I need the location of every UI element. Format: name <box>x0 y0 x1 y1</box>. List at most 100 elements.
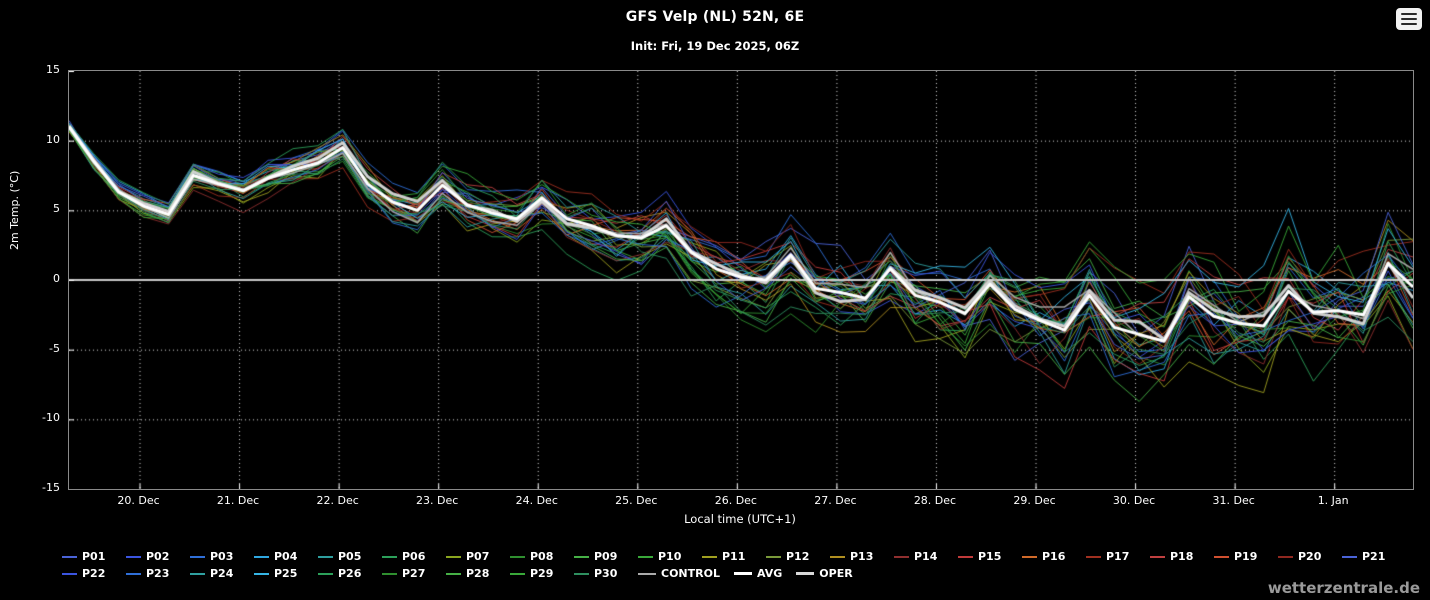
legend-label: P17 <box>1106 550 1130 563</box>
legend-label: P03 <box>210 550 234 563</box>
legend-swatch <box>1342 555 1357 558</box>
legend-swatch <box>318 555 333 558</box>
legend-swatch <box>1214 555 1229 558</box>
x-tick-label: 30. Dec <box>1112 494 1156 507</box>
legend-label: P30 <box>594 567 618 580</box>
menu-bar <box>1401 18 1417 20</box>
x-tick-label: 20. Dec <box>117 494 160 507</box>
legend-swatch <box>446 555 461 558</box>
legend-label: P02 <box>146 550 170 563</box>
legend-label: OPER <box>819 567 853 580</box>
x-tick-label: 25. Dec <box>615 494 658 507</box>
watermark: wetterzentrale.de <box>1267 579 1420 597</box>
legend-item-p25: P25 <box>254 567 318 580</box>
legend-swatch <box>574 572 589 575</box>
legend-item-p23: P23 <box>126 567 190 580</box>
legend-item-p13: P13 <box>830 550 894 563</box>
legend-label: P24 <box>210 567 234 580</box>
ensemble-chart-canvas <box>69 71 1413 489</box>
legend-item-p19: P19 <box>1214 550 1278 563</box>
hamburger-menu-icon[interactable] <box>1396 8 1422 30</box>
y-tick-label: 10 <box>46 132 60 146</box>
legend-item-p17: P17 <box>1086 550 1150 563</box>
legend-item-p06: P06 <box>382 550 446 563</box>
y-tick-label: 5 <box>53 202 60 216</box>
y-tick-label: -10 <box>42 411 60 425</box>
legend-swatch <box>702 555 717 558</box>
legend-label: P28 <box>466 567 490 580</box>
legend-label: AVG <box>756 567 783 580</box>
legend-label: P25 <box>274 567 298 580</box>
legend-label: P10 <box>658 550 682 563</box>
legend-label: P01 <box>82 550 106 563</box>
legend-item-oper: OPER <box>796 567 866 580</box>
legend-label: P18 <box>1170 550 1194 563</box>
legend-item-avg: AVG <box>733 567 796 580</box>
x-tick-label: 28. Dec <box>913 494 957 507</box>
x-tick-label: 1. Jan <box>1317 494 1349 507</box>
legend-item-control: CONTROL <box>638 567 734 580</box>
legend-label: P19 <box>1234 550 1258 563</box>
legend-label: P20 <box>1298 550 1322 563</box>
legend-swatch <box>318 572 333 575</box>
legend-swatch <box>254 555 269 558</box>
legend-item-p03: P03 <box>190 550 254 563</box>
init-timestamp: Init: Fri, 19 Dec 2025, 06Z <box>630 39 800 53</box>
legend-label: P14 <box>914 550 938 563</box>
legend-swatch <box>190 572 205 575</box>
ensemble-plot-area <box>68 70 1414 490</box>
legend-item-p26: P26 <box>318 567 382 580</box>
legend-label: P16 <box>1042 550 1066 563</box>
legend-swatch <box>126 555 141 558</box>
legend-swatch <box>190 555 205 558</box>
legend-swatch <box>510 572 525 575</box>
x-tick-label: 22. Dec <box>316 494 359 507</box>
legend-item-p16: P16 <box>1022 550 1086 563</box>
legend-swatch <box>1022 555 1037 558</box>
legend-swatch <box>638 572 656 575</box>
x-tick-label: 29. Dec <box>1013 494 1056 507</box>
legend-swatch <box>830 555 845 558</box>
legend-item-p18: P18 <box>1150 550 1214 563</box>
legend-swatch <box>733 572 752 575</box>
legend-swatch <box>638 555 653 558</box>
legend-item-p09: P09 <box>574 550 638 563</box>
legend-item-p21: P21 <box>1342 550 1406 563</box>
legend-swatch <box>1150 555 1165 558</box>
legend-label: P11 <box>722 550 746 563</box>
x-tick-label: 23. Dec <box>416 494 459 507</box>
legend-label: P12 <box>786 550 810 563</box>
legend-item-p28: P28 <box>446 567 510 580</box>
legend-swatch <box>446 572 461 575</box>
legend-label: P09 <box>594 550 618 563</box>
legend-item-p11: P11 <box>702 550 766 563</box>
legend-label: P27 <box>402 567 426 580</box>
legend-item-p30: P30 <box>574 567 638 580</box>
legend-label: P23 <box>146 567 170 580</box>
page-title: GFS Velp (NL) 52N, 6E <box>625 9 805 25</box>
x-tick-label: 27. Dec <box>814 494 857 507</box>
legend-item-p15: P15 <box>958 550 1022 563</box>
legend-swatch <box>894 555 909 558</box>
legend-row-1: P01 P02 P03 P04 P05 P06 P07 P08 P09 P10 P11 P12 P13 P… <box>62 550 1422 563</box>
legend-item-p04: P04 <box>254 550 318 563</box>
legend-item-p08: P08 <box>510 550 574 563</box>
legend-swatch <box>1278 555 1293 558</box>
legend-swatch <box>382 572 397 575</box>
legend-label: P22 <box>82 567 106 580</box>
legend-swatch <box>796 572 815 575</box>
legend-item-p01: P01 <box>62 550 126 563</box>
legend-label: P15 <box>978 550 1002 563</box>
legend-item-p14: P14 <box>894 550 958 563</box>
x-axis-title: Local time (UTC+1) <box>684 512 796 526</box>
y-tick-label: 0 <box>53 272 60 285</box>
legend-swatch <box>766 555 781 558</box>
y-tick-label: -5 <box>49 341 60 355</box>
legend-item-p24: P24 <box>190 567 254 580</box>
legend-swatch <box>510 555 525 558</box>
legend-label: P13 <box>850 550 874 563</box>
legend-swatch <box>1086 555 1101 558</box>
legend-label: P29 <box>530 567 554 580</box>
y-tick-label: -15 <box>42 481 60 494</box>
legend-item-p12: P12 <box>766 550 830 563</box>
